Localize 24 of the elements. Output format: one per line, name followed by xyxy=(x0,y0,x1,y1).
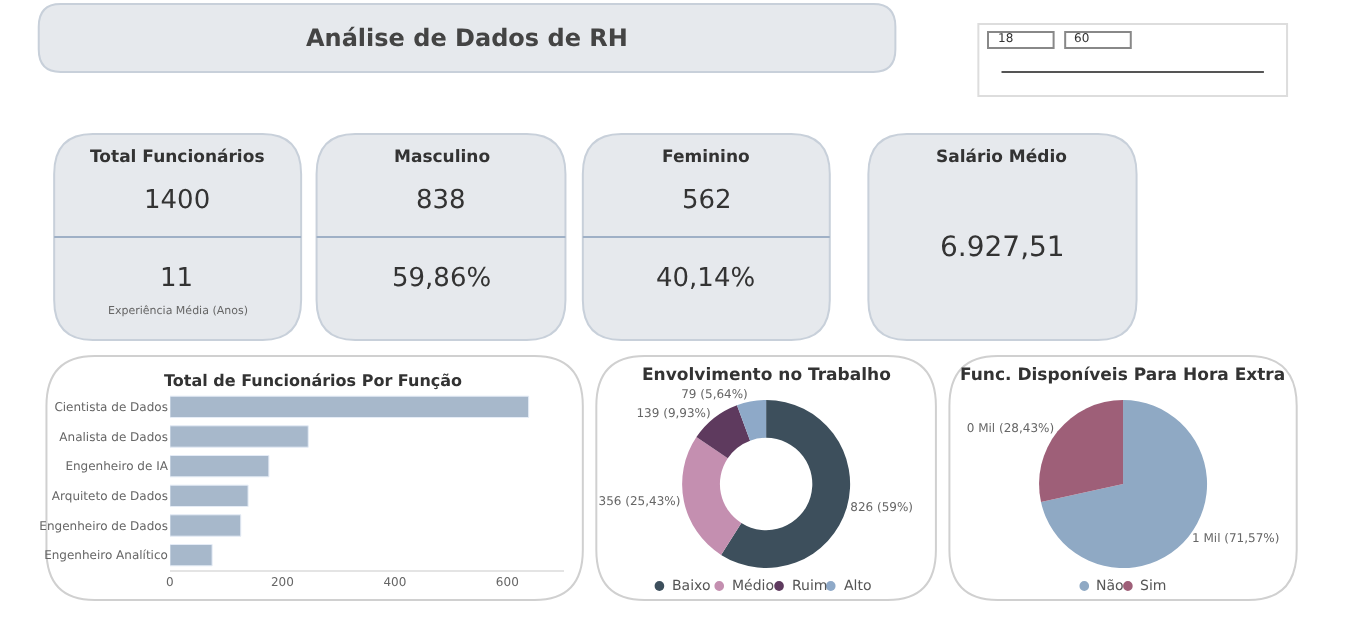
bar xyxy=(169,454,270,478)
text: Total Funcionários xyxy=(90,148,265,168)
text: 59,86% xyxy=(392,264,492,294)
text: 562 xyxy=(682,186,732,216)
text: 838 xyxy=(416,186,466,216)
text: 6.927,51 xyxy=(940,232,1065,264)
chart-title: Envolvimento no Trabalho xyxy=(642,366,892,386)
bar xyxy=(169,484,249,508)
text: Análise de Dados de RH xyxy=(306,24,628,52)
chart-title: Total de Funcionários Por Função xyxy=(164,372,464,390)
text: 11 xyxy=(160,264,194,294)
donut-slice xyxy=(736,400,767,441)
bar xyxy=(169,543,213,567)
bar xyxy=(169,514,242,537)
chart-title: Func. Disponíveis Para Hora Extra xyxy=(960,366,1286,386)
text: Salário Médio xyxy=(936,148,1068,168)
text: Masculino xyxy=(394,148,491,168)
bar xyxy=(169,395,530,419)
text: 40,14% xyxy=(656,264,756,294)
text: 1400 xyxy=(144,186,211,216)
bar xyxy=(169,425,309,448)
donut-slice xyxy=(721,400,851,568)
text: Feminino xyxy=(662,148,751,168)
donut-slice xyxy=(682,437,742,555)
